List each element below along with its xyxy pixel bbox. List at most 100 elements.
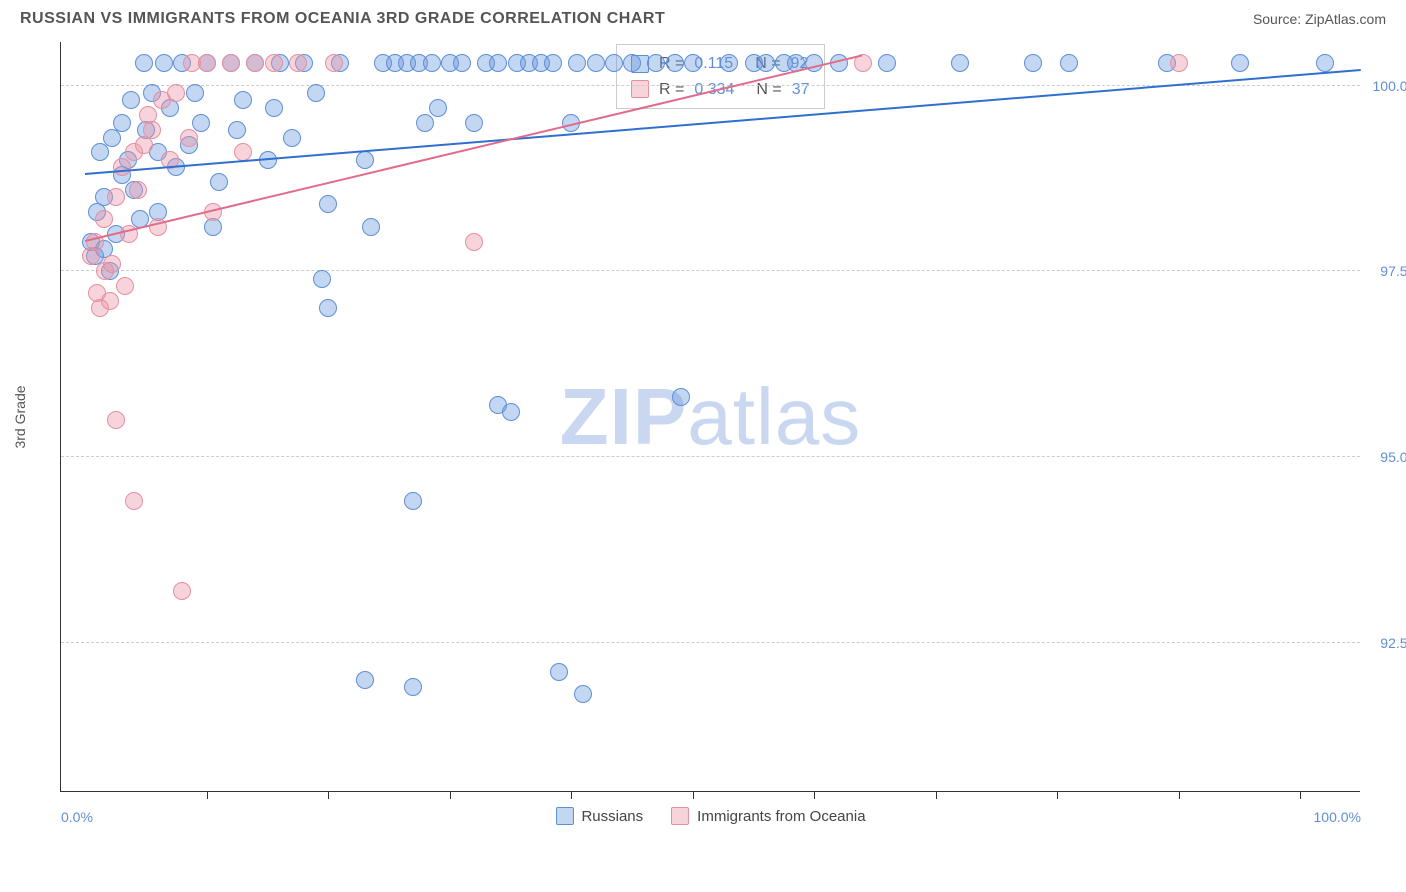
data-point — [587, 54, 605, 72]
data-point — [568, 54, 586, 72]
data-point — [951, 54, 969, 72]
data-point — [265, 54, 283, 72]
data-point — [307, 84, 325, 102]
legend-item: Immigrants from Oceania — [671, 807, 865, 825]
data-point — [1060, 54, 1078, 72]
data-point — [125, 492, 143, 510]
data-point — [605, 54, 623, 72]
data-point — [453, 54, 471, 72]
trend-line — [85, 54, 863, 242]
data-point — [325, 54, 343, 72]
chart-container: 3rd Grade ZIPatlas R =0.115N =92R =0.334… — [60, 42, 1386, 792]
x-tick — [571, 791, 572, 799]
chart-title: RUSSIAN VS IMMIGRANTS FROM OCEANIA 3RD G… — [20, 10, 665, 28]
data-point — [180, 129, 198, 147]
data-point — [135, 54, 153, 72]
data-point — [122, 91, 140, 109]
data-point — [429, 99, 447, 117]
data-point — [757, 54, 775, 72]
data-point — [95, 210, 113, 228]
source-label: Source: ZipAtlas.com — [1253, 11, 1386, 27]
data-point — [416, 114, 434, 132]
watermark-bold: ZIP — [560, 372, 687, 461]
data-point — [101, 292, 119, 310]
data-point — [465, 114, 483, 132]
data-point — [684, 54, 702, 72]
data-point — [356, 151, 374, 169]
gridline — [61, 270, 1360, 271]
x-tick — [1057, 791, 1058, 799]
y-tick-label: 92.5% — [1380, 635, 1406, 651]
data-point — [246, 54, 264, 72]
y-axis-label: 3rd Grade — [12, 385, 28, 448]
data-point — [623, 54, 641, 72]
x-axis-min-label: 0.0% — [61, 809, 93, 825]
data-point — [173, 582, 191, 600]
data-point — [319, 195, 337, 213]
data-point — [672, 388, 690, 406]
data-point — [1231, 54, 1249, 72]
x-tick — [328, 791, 329, 799]
data-point — [404, 678, 422, 696]
data-point — [423, 54, 441, 72]
x-tick — [814, 791, 815, 799]
data-point — [544, 54, 562, 72]
data-point — [356, 671, 374, 689]
data-point — [319, 299, 337, 317]
x-tick — [450, 791, 451, 799]
x-tick — [936, 791, 937, 799]
gridline — [61, 456, 1360, 457]
data-point — [103, 255, 121, 273]
x-tick — [1300, 791, 1301, 799]
legend-item: Russians — [555, 807, 643, 825]
data-point — [113, 114, 131, 132]
data-point — [720, 54, 738, 72]
data-point — [155, 54, 173, 72]
data-point — [647, 54, 665, 72]
data-point — [1024, 54, 1042, 72]
data-point — [113, 158, 131, 176]
data-point — [192, 114, 210, 132]
data-point — [228, 121, 246, 139]
data-point — [129, 181, 147, 199]
data-point — [143, 121, 161, 139]
data-point — [210, 173, 228, 191]
data-point — [107, 188, 125, 206]
data-point — [574, 685, 592, 703]
data-point — [265, 99, 283, 117]
data-point — [1170, 54, 1188, 72]
data-point — [465, 233, 483, 251]
stat-n-value: 37 — [792, 77, 810, 103]
data-point — [289, 54, 307, 72]
legend-label: Immigrants from Oceania — [697, 808, 865, 825]
data-point — [404, 492, 422, 510]
data-point — [362, 218, 380, 236]
data-point — [313, 270, 331, 288]
data-point — [666, 54, 684, 72]
y-tick-label: 95.0% — [1380, 449, 1406, 465]
data-point — [550, 663, 568, 681]
data-point — [489, 54, 507, 72]
watermark: ZIPatlas — [560, 371, 861, 463]
x-tick — [1179, 791, 1180, 799]
data-point — [116, 277, 134, 295]
x-tick — [693, 791, 694, 799]
data-point — [1316, 54, 1334, 72]
gridline — [61, 642, 1360, 643]
data-point — [167, 84, 185, 102]
data-point — [222, 54, 240, 72]
data-point — [107, 411, 125, 429]
legend-label: Russians — [581, 808, 643, 825]
data-point — [198, 54, 216, 72]
data-point — [502, 403, 520, 421]
legend: Russians Immigrants from Oceania — [555, 807, 865, 825]
scatter-plot: ZIPatlas R =0.115N =92R =0.334N =37 Russ… — [60, 42, 1360, 792]
data-point — [91, 143, 109, 161]
x-axis-max-label: 100.0% — [1314, 809, 1361, 825]
legend-swatch — [555, 807, 573, 825]
data-point — [283, 129, 301, 147]
legend-swatch — [671, 807, 689, 825]
y-tick-label: 100.0% — [1373, 78, 1406, 94]
watermark-rest: atlas — [687, 372, 861, 461]
y-tick-label: 97.5% — [1380, 263, 1406, 279]
